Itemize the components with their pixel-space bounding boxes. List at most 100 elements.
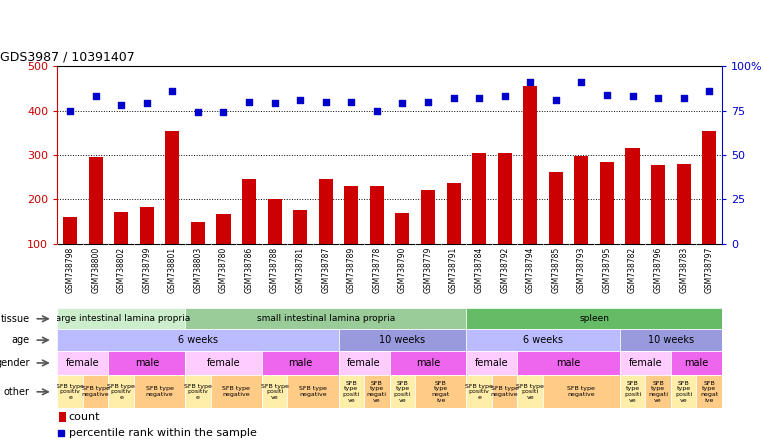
Text: male: male <box>416 358 440 368</box>
Text: 10 weeks: 10 weeks <box>380 335 426 345</box>
Text: GSM738778: GSM738778 <box>372 247 381 293</box>
Text: SFB
type
negat
ive: SFB type negat ive <box>432 381 450 403</box>
Bar <box>646 375 671 408</box>
Text: GSM738791: GSM738791 <box>449 247 458 293</box>
Bar <box>626 148 639 244</box>
Bar <box>262 351 338 375</box>
Text: SFB type
positiv
e: SFB type positiv e <box>56 384 84 400</box>
Text: GSM738783: GSM738783 <box>679 247 688 293</box>
Bar <box>600 162 614 244</box>
Text: GSM738790: GSM738790 <box>398 247 407 293</box>
Text: GSM738787: GSM738787 <box>321 247 330 293</box>
Text: SFB type
positi
ve: SFB type positi ve <box>516 384 544 400</box>
Text: spleen: spleen <box>579 314 609 323</box>
Bar <box>396 213 410 244</box>
Point <box>678 95 690 102</box>
Point <box>294 96 306 103</box>
Point <box>499 93 511 100</box>
Bar <box>415 375 466 408</box>
Bar <box>83 375 108 408</box>
Text: GSM738788: GSM738788 <box>270 247 279 293</box>
Point <box>626 93 639 100</box>
Bar <box>114 212 128 244</box>
Bar <box>620 351 671 375</box>
Text: small intestinal lamina propria: small intestinal lamina propria <box>257 314 395 323</box>
Bar <box>319 179 333 244</box>
Point <box>448 95 460 102</box>
Point <box>64 107 76 114</box>
Text: large intestinal lamina propria: large intestinal lamina propria <box>53 314 189 323</box>
Point <box>319 98 332 105</box>
Text: SFB
type
negati
ve: SFB type negati ve <box>648 381 668 403</box>
Text: GSM738798: GSM738798 <box>66 247 75 293</box>
Bar <box>89 157 102 244</box>
Point <box>473 95 485 102</box>
Point <box>575 79 588 86</box>
Text: GSM738786: GSM738786 <box>244 247 254 293</box>
Text: GSM738793: GSM738793 <box>577 247 586 293</box>
Bar <box>549 172 563 244</box>
Text: male: male <box>288 358 312 368</box>
Point <box>422 98 434 105</box>
Bar <box>338 375 364 408</box>
Bar <box>108 375 134 408</box>
Bar <box>165 131 180 244</box>
Bar <box>446 183 461 244</box>
Text: SFB type
negative: SFB type negative <box>82 386 109 397</box>
Bar <box>57 308 185 329</box>
Point <box>167 87 179 95</box>
Text: GSM738799: GSM738799 <box>142 247 151 293</box>
Bar <box>421 190 435 244</box>
Text: count: count <box>69 412 100 422</box>
Bar <box>671 351 722 375</box>
Text: SFB
type
negati
ve: SFB type negati ve <box>367 381 387 403</box>
Text: percentile rank within the sample: percentile rank within the sample <box>69 428 257 438</box>
Text: SFB
type
positi
ve: SFB type positi ve <box>624 381 641 403</box>
Text: SFB
type
positi
ve: SFB type positi ve <box>343 381 360 403</box>
Bar <box>517 351 620 375</box>
Text: age: age <box>11 335 30 345</box>
Text: SFB
type
negat
ive: SFB type negat ive <box>700 381 718 403</box>
Text: SFB type
negative: SFB type negative <box>490 386 519 397</box>
Bar <box>543 375 620 408</box>
Bar <box>620 375 646 408</box>
Text: other: other <box>4 387 30 397</box>
Bar <box>185 375 211 408</box>
Bar <box>140 207 154 244</box>
Bar <box>242 179 256 244</box>
Text: GDS3987 / 10391407: GDS3987 / 10391407 <box>0 51 134 63</box>
Text: male: male <box>134 358 159 368</box>
Point <box>115 102 128 109</box>
Text: GSM738784: GSM738784 <box>474 247 484 293</box>
Text: male: male <box>685 358 708 368</box>
Text: GSM738781: GSM738781 <box>296 247 305 293</box>
Bar <box>651 165 665 244</box>
Bar <box>57 351 108 375</box>
Bar <box>63 217 77 244</box>
Text: SFB type
positiv
e: SFB type positiv e <box>107 384 135 400</box>
Bar <box>370 186 384 244</box>
Text: GSM738796: GSM738796 <box>653 247 662 293</box>
Bar <box>345 186 358 244</box>
Bar <box>575 156 588 244</box>
Text: SFB
type
positi
ve: SFB type positi ve <box>675 381 692 403</box>
Bar <box>262 375 287 408</box>
Bar <box>211 375 262 408</box>
Point <box>243 98 255 105</box>
Point <box>141 100 153 107</box>
Bar <box>267 199 282 244</box>
Text: GSM738797: GSM738797 <box>704 247 714 293</box>
Point <box>371 107 383 114</box>
Text: female: female <box>206 358 241 368</box>
Text: GSM738779: GSM738779 <box>423 247 432 293</box>
Bar <box>60 412 66 421</box>
Text: GSM738780: GSM738780 <box>219 247 228 293</box>
Text: male: male <box>556 358 581 368</box>
Text: GSM738794: GSM738794 <box>526 247 535 293</box>
Text: female: female <box>348 358 381 368</box>
Text: SFB type
negative: SFB type negative <box>299 386 327 397</box>
Text: GSM738782: GSM738782 <box>628 247 637 293</box>
Bar <box>671 375 697 408</box>
Point <box>192 109 204 116</box>
Point <box>652 95 664 102</box>
